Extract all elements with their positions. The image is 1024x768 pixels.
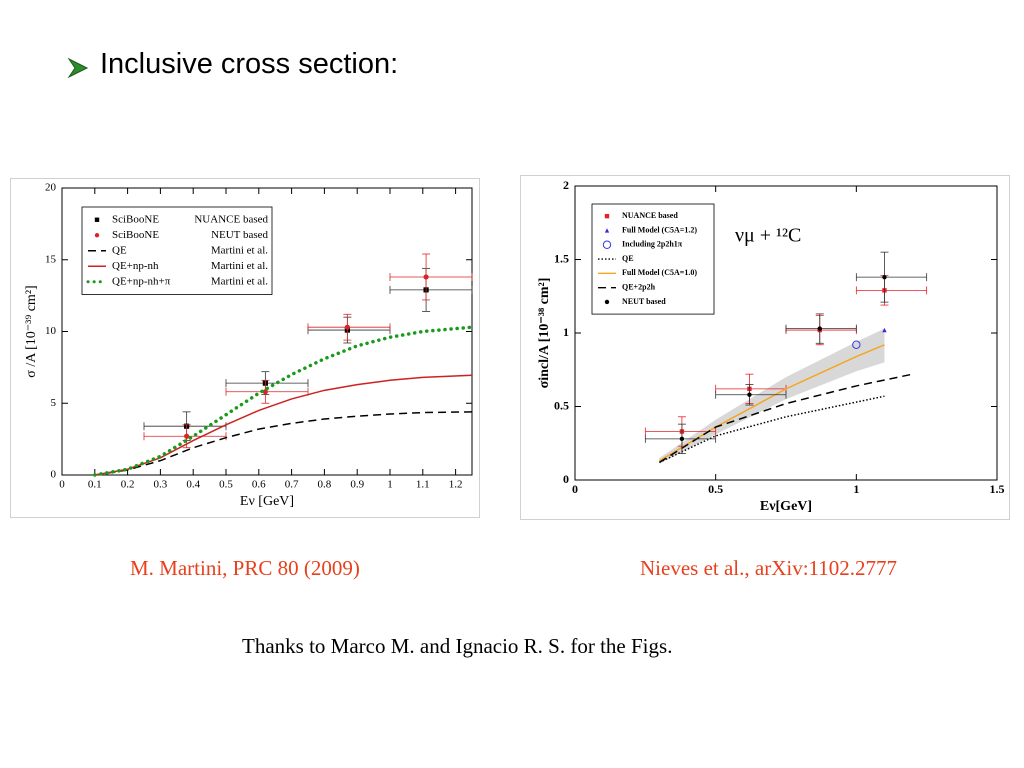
data-point [679,436,685,442]
data-point [882,274,887,280]
x-tick-label: 0 [59,479,65,491]
y-tick-label: 20 [45,182,57,194]
bullet-arrow [67,57,89,79]
y-tick-label: 15 [45,253,57,265]
legend-label: SciBooNE [112,213,159,225]
legend-label: Including 2p2h1π [622,240,683,249]
x-tick-label: 0.1 [88,479,102,491]
chart: 0 0.1 0.2 0.3 0.4 0.5 0.6 0.7 0.8 0.9 1 1.1 1.2 0 5 10 1… [10,178,480,518]
y-axis-label: σ /A [10⁻³⁹ cm²] [24,285,39,377]
data-point [747,392,752,397]
legend-swatch [94,233,100,238]
slide-title: Inclusive cross section: [100,48,399,80]
x-tick-label: 0.8 [318,479,332,491]
series-line [94,411,473,476]
legend-note: NUANCE based [194,213,268,225]
data-point [817,326,822,331]
legend-label: QE+np-nh+π [112,275,171,287]
x-tick-label: 0.4 [186,479,200,491]
legend-note: Martini et al. [211,244,268,256]
data-point [262,389,268,395]
x-tick-label: 1 [853,482,859,496]
y-tick-label: 1.5 [554,251,569,265]
data-point [184,433,190,439]
x-tick-label: 1.1 [416,479,430,491]
y-tick-label: 10 [45,325,57,337]
y-tick-label: 5 [51,397,57,409]
x-tick-label: 1 [387,479,393,491]
series-line [93,325,474,477]
x-axis-label: Eν [GeV] [240,494,294,509]
legend-label: SciBooNE [112,229,159,241]
legend-label: NEUT based [622,297,666,306]
legend-label: NUANCE based [622,211,678,220]
x-tick-label: 0.2 [121,479,135,491]
legend-label: QE [622,254,634,263]
chart-border [520,175,1010,520]
legend-box [81,206,273,295]
data-point [344,324,350,330]
data-point [852,340,861,349]
x-tick-label: 0.5 [219,479,233,491]
legend-label: Full Model (C5A=1.2) [622,225,697,234]
y-tick-label: 0 [563,472,569,486]
x-tick-label: 0 [572,482,578,496]
legend-swatch [602,240,612,249]
legend-note: NEUT based [211,229,268,241]
legend-swatch [604,228,610,233]
footer-note: Thanks to Marco M. and Ignacio R. S. for… [242,634,673,658]
x-tick-label: 0.6 [252,479,266,491]
x-tick-label: 0.7 [285,479,299,491]
chart: 0 0.5 1 1.5 0 0.5 1 1.5 2 Eν[GeV] σincl/A [10⁻³⁸ c… [520,175,1010,520]
y-axis-label: σincl/A [10⁻³⁸ cm²] [537,278,552,389]
legend-label: QE [112,244,127,256]
caption: Nieves et al., arXiv:1102.2777 [640,556,897,580]
x-tick-label: 1.2 [449,479,463,491]
y-tick-label: 1 [563,325,569,339]
chart-border [10,178,480,518]
x-axis-label: Eν[GeV] [760,499,812,514]
y-tick-label: 2 [563,178,569,192]
legend-swatch [604,299,610,305]
legend-note: Martini et al. [211,275,268,287]
data-point [423,274,429,280]
data-point [882,327,887,333]
legend-label: QE+np-nh [112,260,159,272]
caption: M. Martini, PRC 80 (2009) [130,556,360,580]
legend-label: QE+2p2h [622,282,656,291]
x-tick-label: 0.5 [708,482,723,496]
legend-swatch [604,213,610,219]
legend-note: Martini et al. [211,260,268,272]
y-tick-label: 0.5 [554,398,569,412]
x-tick-label: 0.9 [350,479,364,491]
legend-label: Full Model (C5A=1.0) [622,268,697,277]
y-tick-label: 0 [51,469,57,481]
annotation: νμ + ¹²C [735,225,801,247]
x-tick-label: 0.3 [154,479,168,491]
x-tick-label: 1.5 [990,482,1005,496]
legend-swatch [94,217,100,222]
